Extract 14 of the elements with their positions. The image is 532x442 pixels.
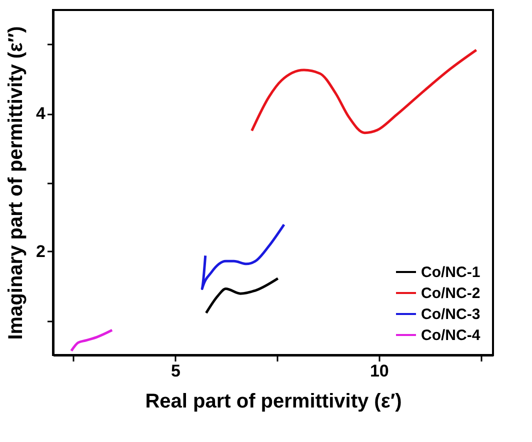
legend-label: Co/NC-3 [421, 306, 480, 323]
line-series [250, 48, 478, 134]
y-tick-label: 2 [36, 242, 46, 261]
legend-label: Co/NC-1 [421, 264, 480, 281]
line-series [200, 223, 286, 290]
x-tick-label: 5 [170, 362, 180, 380]
y-axis-title: Imaginary part of permittivity (ε″) [5, 26, 28, 340]
y-tick-label: 4 [36, 104, 46, 123]
legend-label: Co/NC-4 [421, 327, 481, 344]
line-series [70, 328, 114, 352]
legend-label: Co/NC-2 [421, 285, 480, 302]
x-axis-title: Real part of permittivity (ε′) [145, 390, 402, 412]
line-series [204, 277, 280, 314]
x-tick-label: 10 [370, 362, 389, 380]
